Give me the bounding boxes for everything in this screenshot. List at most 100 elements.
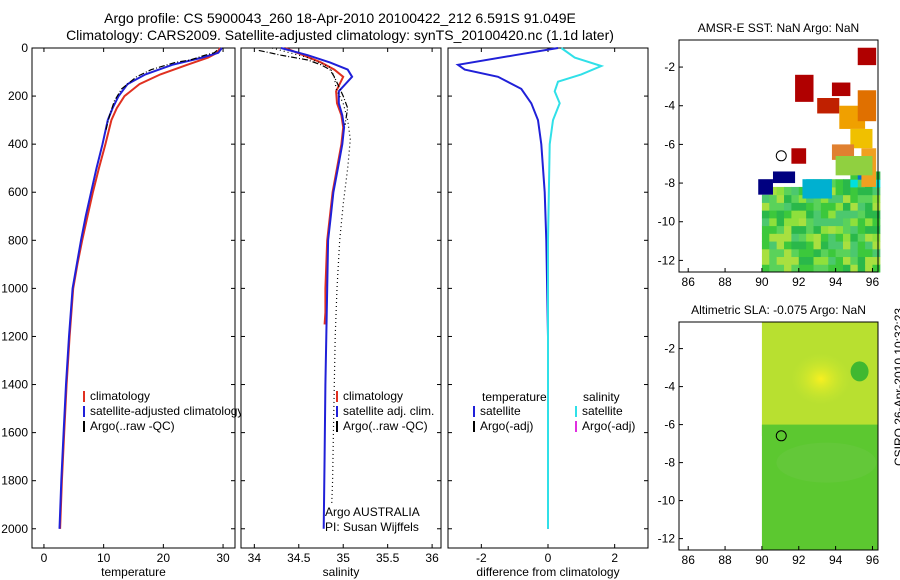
sst-cell: [842, 225, 851, 234]
sst-cell: [820, 194, 829, 203]
sst-cell: [842, 264, 851, 273]
sst-cell: [806, 256, 815, 265]
figure-title-line1: Argo profile: CS 5900043_260 18-Apr-2010…: [104, 10, 576, 26]
sst-cell: [828, 264, 837, 273]
salinity-xtick-label: 36: [425, 551, 439, 565]
sst-cell: [791, 264, 800, 273]
sst-map-ytick-label: -10: [658, 215, 676, 229]
sst-cell: [813, 225, 822, 234]
sla-map-xtick-label: 94: [829, 553, 843, 567]
sst-cell: [761, 202, 770, 211]
sst-cell: [865, 217, 873, 227]
sla-map-xtick-label: 86: [682, 553, 696, 567]
sst-argo-marker: [775, 150, 787, 162]
sst-cell: [865, 233, 873, 242]
sst-cell: [769, 256, 778, 265]
sst-cell: [776, 210, 785, 219]
sst-cell: [842, 233, 851, 242]
sst-cell: [835, 241, 844, 250]
salinity-legend-item: satellite adj. clim.: [343, 404, 434, 418]
sst-cell: [776, 233, 785, 242]
sst-cell: [850, 233, 859, 242]
temperature-series-satellite-adjusted-climatology: [58, 47, 223, 529]
temperature-panel: 0 10 20 30 0 200 400 600 800 1000 1200 1400 1600 1800…: [1, 41, 243, 579]
sst-cell: [798, 256, 807, 265]
sst-cell: [857, 256, 866, 265]
figure-title-line2: Climatology: CARS2009. Satellite-adjuste…: [66, 27, 614, 43]
sst-cell: [828, 194, 837, 203]
sst-patch: [831, 82, 851, 97]
sst-cell: [798, 248, 807, 258]
difference-xlabel: difference from climatology: [476, 565, 619, 579]
sst-cell: [835, 217, 844, 227]
sst-map-xtick-label: 92: [792, 275, 806, 289]
sst-cell: [806, 202, 815, 211]
sst-cell: [835, 210, 844, 219]
sla-map-ytick-label: -8: [664, 456, 675, 470]
sst-cell: [865, 210, 873, 219]
sst-cell: [761, 217, 770, 227]
sst-cell: [784, 264, 792, 273]
diff-legend-temp-header: temperature: [482, 390, 547, 404]
sst-cell: [835, 264, 844, 273]
sst-cell: [857, 186, 866, 196]
sst-cell: [761, 248, 770, 258]
sst-cell: [865, 194, 873, 203]
temperature-series-argo-raw-qc-: [105, 49, 218, 130]
salinity-xtick-label: 35: [337, 551, 351, 565]
sla-argo-marker: [775, 430, 787, 442]
sst-cell: [784, 202, 792, 211]
sst-cell: [791, 248, 800, 258]
sst-map-ytick-label: -2: [664, 60, 675, 74]
sst-cell: [842, 194, 851, 203]
sst-cell: [784, 233, 792, 242]
sst-cell: [761, 256, 770, 265]
csiro-timestamp-label: CSIRO 26-Apr-2010 10:32:23: [891, 307, 900, 467]
sst-map-xtick-label: 96: [866, 275, 880, 289]
temperature-legend-item: Argo(..raw -QC): [90, 419, 175, 433]
salinity-axes-frame: [240, 47, 442, 549]
sst-map-xtick-label: 88: [718, 275, 732, 289]
sst-cell: [865, 256, 873, 265]
sst-cell: [857, 217, 866, 227]
sst-cell: [865, 202, 873, 211]
sst-cell: [791, 217, 800, 227]
sst-cell: [872, 179, 881, 188]
depth-tick-label: 0: [21, 41, 28, 55]
sst-cell: [842, 186, 851, 196]
sst-cell: [761, 225, 770, 234]
sla-map-xtick-label: 88: [718, 553, 732, 567]
sst-cell: [857, 248, 866, 258]
sst-cell: [842, 256, 851, 265]
sst-cell: [813, 210, 822, 219]
sst-patch: [817, 98, 840, 114]
sst-cell: [761, 233, 770, 242]
sst-cell: [820, 233, 829, 242]
sst-cell: [828, 248, 837, 258]
sst-cell: [761, 264, 770, 273]
sst-cell: [835, 194, 844, 203]
sst-cell: [798, 233, 807, 242]
sst-cell: [835, 186, 844, 196]
sst-cell: [828, 256, 837, 265]
sst-cell: [791, 233, 800, 242]
sst-cell: [835, 202, 844, 211]
sst-cell: [865, 264, 873, 273]
sst-cell: [872, 186, 881, 196]
sst-cell: [865, 248, 873, 258]
sst-cell: [842, 217, 851, 227]
sst-map-ytick-label: -4: [664, 99, 675, 113]
sst-cell: [865, 225, 873, 234]
temperature-axes-frame: [31, 47, 236, 549]
sst-cell: [784, 210, 792, 219]
sst-cell: [791, 241, 800, 250]
sst-cell: [806, 248, 815, 258]
salinity-series-argo-raw-qc-: [258, 49, 349, 125]
sst-cell: [835, 248, 844, 258]
sst-cell: [835, 179, 844, 188]
sst-map-ytick-label: -8: [664, 176, 675, 190]
sst-cell: [806, 217, 815, 227]
sst-cell: [798, 241, 807, 250]
sst-cell: [850, 202, 859, 211]
